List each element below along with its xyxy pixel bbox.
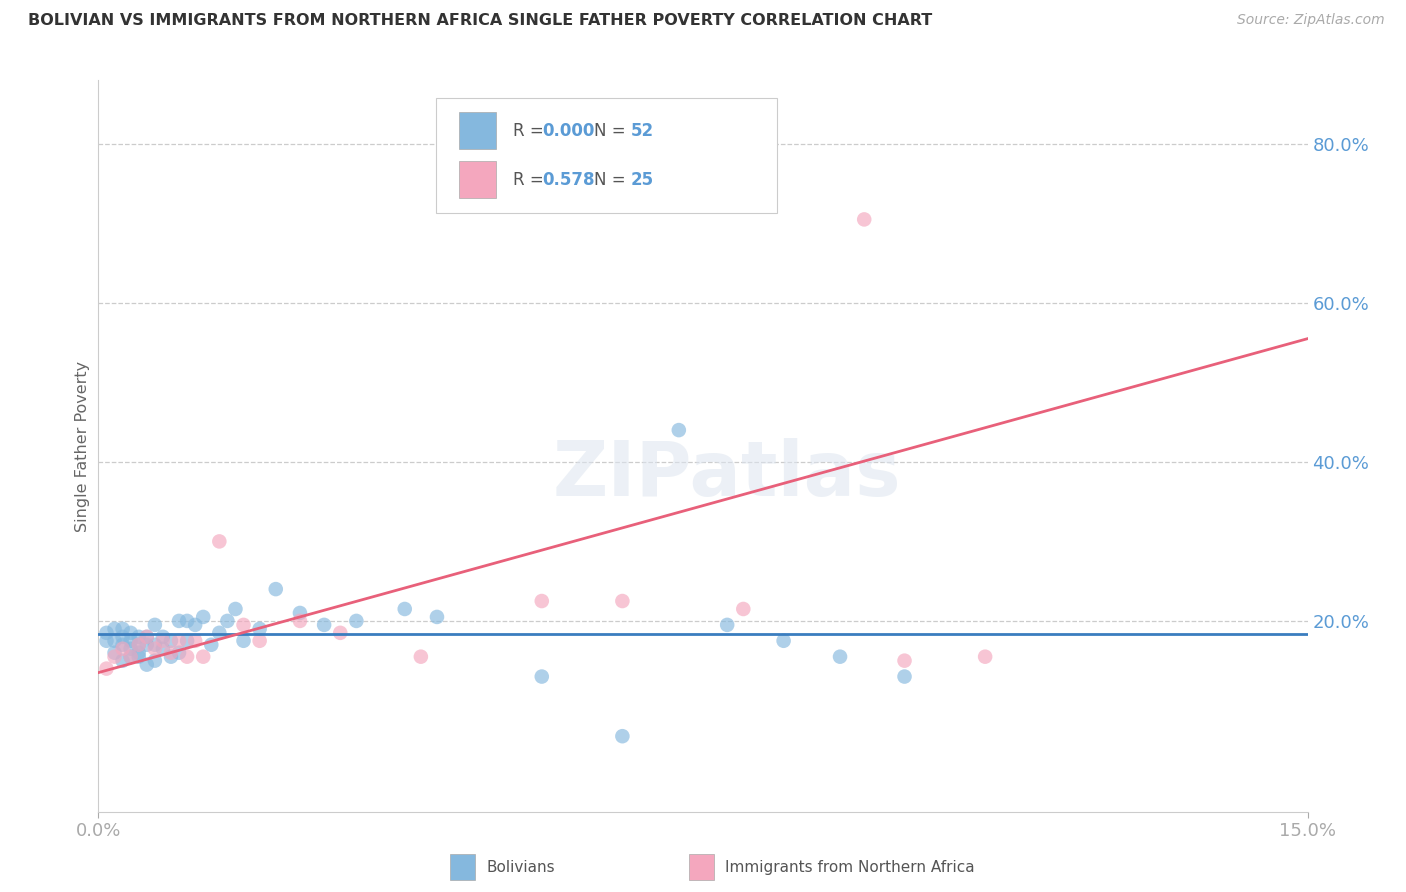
- Point: [853, 212, 876, 227]
- Text: R =: R =: [513, 170, 554, 188]
- Point: [409, 649, 432, 664]
- Point: [120, 649, 142, 664]
- Point: [394, 602, 416, 616]
- Point: [612, 594, 634, 608]
- Text: N =: N =: [595, 170, 631, 188]
- Point: [329, 625, 352, 640]
- Point: [103, 622, 125, 636]
- Point: [772, 633, 794, 648]
- Point: [974, 649, 997, 664]
- Point: [120, 641, 142, 656]
- Point: [232, 618, 254, 632]
- Point: [530, 669, 553, 683]
- Text: R =: R =: [513, 122, 548, 140]
- Point: [111, 630, 134, 644]
- Point: [314, 618, 336, 632]
- Point: [167, 633, 190, 648]
- Point: [128, 646, 150, 660]
- Point: [120, 633, 142, 648]
- Point: [612, 729, 634, 743]
- Point: [217, 614, 239, 628]
- Point: [288, 606, 311, 620]
- Text: BOLIVIAN VS IMMIGRANTS FROM NORTHERN AFRICA SINGLE FATHER POVERTY CORRELATION CH: BOLIVIAN VS IMMIGRANTS FROM NORTHERN AFR…: [28, 13, 932, 29]
- Point: [344, 614, 367, 628]
- Point: [264, 582, 287, 596]
- Text: 0.578: 0.578: [543, 170, 595, 188]
- Y-axis label: Single Father Poverty: Single Father Poverty: [75, 360, 90, 532]
- Point: [249, 622, 271, 636]
- Point: [160, 633, 183, 648]
- Point: [96, 633, 118, 648]
- Text: 0.000: 0.000: [543, 122, 595, 140]
- Point: [716, 618, 738, 632]
- Point: [135, 630, 157, 644]
- Point: [426, 610, 449, 624]
- Point: [208, 625, 231, 640]
- Point: [103, 646, 125, 660]
- Point: [193, 649, 215, 664]
- Point: [733, 602, 755, 616]
- Text: ZIPatlas: ZIPatlas: [553, 438, 901, 512]
- Point: [103, 633, 125, 648]
- Point: [176, 649, 198, 664]
- Point: [135, 657, 157, 672]
- Point: [232, 633, 254, 648]
- Point: [167, 614, 190, 628]
- Point: [111, 622, 134, 636]
- Point: [96, 662, 118, 676]
- Point: [152, 630, 174, 644]
- Point: [120, 625, 142, 640]
- Point: [103, 649, 125, 664]
- Point: [152, 641, 174, 656]
- Point: [128, 649, 150, 664]
- Point: [249, 633, 271, 648]
- Point: [184, 618, 207, 632]
- Text: Source: ZipAtlas.com: Source: ZipAtlas.com: [1237, 13, 1385, 28]
- Point: [111, 641, 134, 656]
- Point: [128, 638, 150, 652]
- Text: 52: 52: [630, 122, 654, 140]
- Point: [152, 633, 174, 648]
- Point: [668, 423, 690, 437]
- Point: [120, 649, 142, 664]
- Point: [176, 614, 198, 628]
- Point: [143, 641, 166, 656]
- Text: Bolivians: Bolivians: [486, 860, 555, 874]
- Text: N =: N =: [595, 122, 631, 140]
- Point: [893, 654, 915, 668]
- Point: [143, 638, 166, 652]
- Point: [111, 638, 134, 652]
- Point: [143, 618, 166, 632]
- Point: [184, 633, 207, 648]
- Point: [893, 669, 915, 683]
- Point: [828, 649, 851, 664]
- Point: [288, 614, 311, 628]
- Point: [200, 638, 222, 652]
- Point: [160, 646, 183, 660]
- Point: [143, 654, 166, 668]
- Point: [193, 610, 215, 624]
- Point: [111, 654, 134, 668]
- Text: 25: 25: [630, 170, 654, 188]
- Point: [135, 630, 157, 644]
- Point: [208, 534, 231, 549]
- Point: [167, 646, 190, 660]
- Point: [128, 630, 150, 644]
- Point: [135, 638, 157, 652]
- Point: [530, 594, 553, 608]
- Point: [128, 638, 150, 652]
- Point: [224, 602, 246, 616]
- Point: [96, 625, 118, 640]
- Text: Immigrants from Northern Africa: Immigrants from Northern Africa: [725, 860, 976, 874]
- Point: [160, 649, 183, 664]
- Point: [176, 633, 198, 648]
